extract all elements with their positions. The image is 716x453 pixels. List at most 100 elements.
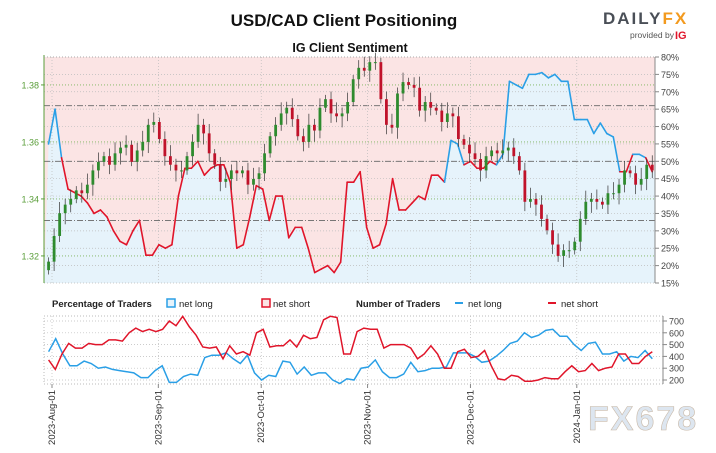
candle-up (285, 107, 289, 114)
sentiment-fill (44, 57, 655, 283)
sentiment-segment (151, 243, 160, 256)
candle-down (462, 139, 466, 145)
pct-tick-label: 60% (661, 122, 679, 132)
legend-pct-short: net short (273, 299, 310, 310)
net-short-traders-line (47, 314, 653, 382)
sentiment-segment (333, 261, 342, 274)
candle-down (390, 124, 394, 128)
candle-up (396, 93, 399, 128)
candle-down (595, 198, 599, 202)
candle-down (362, 67, 366, 71)
sentiment-segment (300, 226, 310, 250)
candle-down (108, 156, 111, 165)
price-tick-label: 1.32 (21, 251, 39, 261)
candle-up (274, 124, 278, 137)
candle-up (567, 250, 571, 252)
x-tick-label: 2023-Nov-01 (363, 390, 374, 445)
candle-down (523, 170, 527, 202)
candle-down (407, 82, 410, 85)
candle-down (468, 144, 471, 154)
candle-down (517, 156, 521, 171)
sentiment-segment (515, 84, 524, 90)
candle-up (639, 178, 643, 185)
candle-up (268, 136, 272, 154)
candle-down (207, 133, 211, 154)
sentiment-segment (119, 240, 128, 246)
candle-up (180, 170, 183, 172)
pct-tick-label: 40% (661, 192, 679, 202)
sentiment-segment (287, 226, 297, 239)
candle-up (340, 113, 344, 117)
x-tick-label: 2023-Oct-01 (256, 390, 267, 443)
candle-up (351, 79, 355, 103)
candle-up (578, 218, 582, 242)
main-axes: 80% 75% 70% 65% 60% 55% 50% 45% 40% 35% 30% 25% 20% 1… (21, 53, 679, 289)
candle-up (423, 102, 427, 111)
sentiment-segment (326, 264, 335, 274)
candle-down (329, 99, 333, 114)
sentiment-segment (106, 216, 115, 232)
candle-up (373, 62, 377, 64)
candle-up (52, 235, 56, 262)
sentiment-segment (242, 216, 251, 246)
sentiment-segment (86, 202, 95, 215)
sentiment-segment (495, 153, 504, 166)
sentiment-segment (93, 209, 102, 215)
sentiment-segment (255, 184, 264, 190)
candle-down (545, 218, 549, 231)
candle-up (318, 107, 322, 131)
legend-num-title: Number of Traders (356, 299, 440, 310)
sentiment-segment (158, 243, 167, 250)
candle-up (241, 170, 244, 174)
candle-down (434, 107, 438, 111)
pct-tick-label: 35% (661, 209, 679, 219)
candle-up (257, 173, 261, 179)
x-tick-label: 2023-Sep-01 (153, 390, 164, 445)
sentiment-segment (320, 264, 329, 270)
price-candles (47, 52, 654, 275)
candle-down (385, 99, 388, 125)
traders-tick-label: 300 (669, 364, 684, 374)
sentiment-segment (210, 163, 219, 170)
candle-up (612, 193, 615, 195)
sentiment-segment (171, 195, 180, 246)
legend: Percentage of Traders net long net short… (52, 298, 598, 310)
sentiment-segment (534, 71, 543, 76)
candle-down (218, 164, 222, 182)
candle-up (146, 124, 150, 142)
candle-down (202, 124, 206, 134)
sentiment-segment (391, 177, 400, 211)
sentiment-segment (281, 195, 290, 239)
candle-up (113, 153, 117, 165)
candle-up (445, 113, 449, 122)
sentiment-segment (417, 195, 426, 201)
candle-up (102, 156, 106, 162)
sentiment-segment (443, 139, 452, 183)
pct-tick-label: 80% (661, 53, 679, 63)
candle-up (74, 190, 78, 199)
logo-text: DAILYFX (603, 9, 688, 28)
candle-up (346, 102, 350, 114)
candle-up (252, 178, 255, 185)
candle-up (324, 99, 327, 108)
sentiment-segment (411, 195, 420, 204)
candle-down (473, 153, 477, 160)
x-axis-ticks: 2023-Aug-01 2023-Sep-01 2023-Oct-01 2023-No… (47, 384, 583, 445)
sentiment-segment (456, 143, 465, 166)
price-tick-label: 1.36 (21, 137, 39, 147)
sentiment-segment (489, 160, 498, 166)
candle-down (451, 113, 455, 117)
pct-tick-label: 45% (661, 174, 679, 184)
candle-down (157, 121, 161, 140)
sentiment-segment (567, 80, 576, 121)
sentiment-line (47, 71, 654, 274)
candle-up (91, 170, 95, 185)
candle-down (429, 102, 433, 108)
candle-down (628, 170, 632, 174)
sentiment-segment (612, 136, 621, 173)
ig-logo: IG (675, 30, 687, 42)
candle-down (418, 87, 422, 111)
candle-down (512, 147, 516, 157)
candle-up (191, 141, 194, 157)
